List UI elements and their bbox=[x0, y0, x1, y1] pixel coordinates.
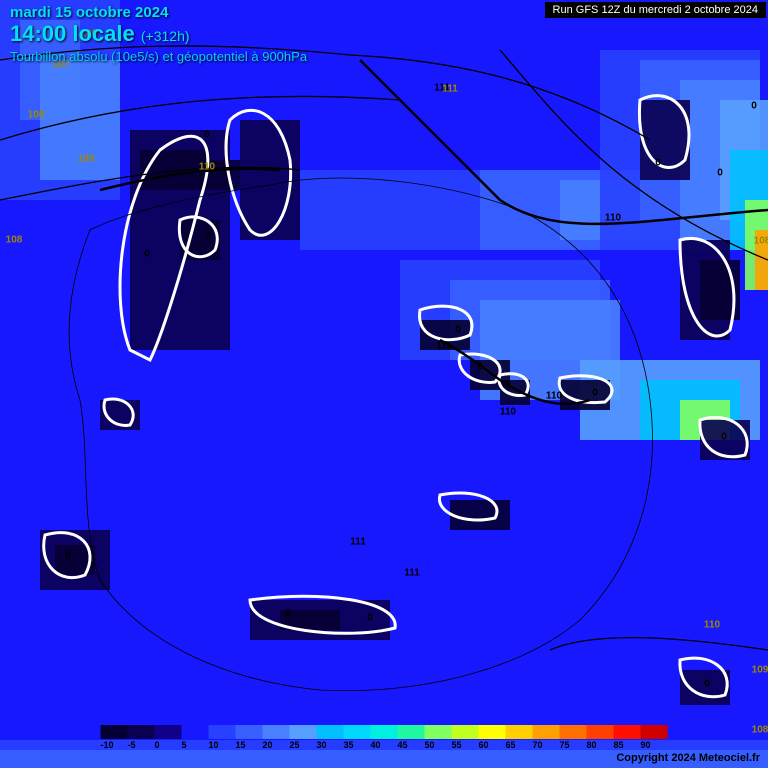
contour-label: 110 bbox=[605, 213, 621, 224]
geopotential-label: 108 bbox=[6, 235, 23, 246]
contour-label: 110 bbox=[500, 407, 516, 418]
contour-label: 111 bbox=[436, 341, 452, 352]
geopotential-label: 108 bbox=[754, 236, 768, 247]
colorbar-swatch bbox=[263, 725, 290, 739]
parameter-label: Tourbillon absolu (10e5/s) et géopotenti… bbox=[10, 49, 307, 64]
colorbar-swatch bbox=[425, 725, 452, 739]
colorbar-swatch bbox=[344, 725, 371, 739]
colorbar: -10-505101520253035404550556065707580859… bbox=[101, 725, 668, 750]
geopotential-label: 109 bbox=[78, 154, 95, 165]
colorbar-tick-label: 40 bbox=[371, 740, 398, 750]
forecast-date: mardi 15 octobre 2024 bbox=[10, 4, 307, 21]
colorbar-swatches bbox=[101, 725, 668, 739]
colorbar-tick-label: 60 bbox=[479, 740, 506, 750]
contour-label: 0 bbox=[717, 168, 723, 179]
contour-label: 0 bbox=[505, 380, 511, 391]
colorbar-swatch bbox=[506, 725, 533, 739]
colorbar-tick-label: -5 bbox=[128, 740, 155, 750]
contour-label: 0 bbox=[477, 362, 483, 373]
contour-label: 0 bbox=[144, 249, 150, 260]
contour-label: 0 bbox=[367, 613, 373, 624]
contour-label: 0 bbox=[721, 432, 727, 443]
contour-label: 0 bbox=[204, 130, 210, 141]
colorbar-swatch bbox=[182, 725, 209, 739]
map-field-svg bbox=[0, 0, 768, 768]
colorbar-tick-label: 25 bbox=[290, 740, 317, 750]
colorbar-swatch bbox=[533, 725, 560, 739]
contour-label: 0 bbox=[65, 551, 71, 562]
colorbar-tick-label: 80 bbox=[587, 740, 614, 750]
geopotential-label: 110 bbox=[199, 162, 215, 173]
colorbar-tick-label: 55 bbox=[452, 740, 479, 750]
contour-label: 0 bbox=[285, 609, 291, 620]
colorbar-labels: -10-505101520253035404550556065707580859… bbox=[101, 740, 668, 750]
contour-label: 0 bbox=[592, 388, 598, 399]
contour-label: 0 bbox=[205, 231, 211, 242]
colorbar-swatch bbox=[452, 725, 479, 739]
colorbar-swatch bbox=[317, 725, 344, 739]
colorbar-swatch bbox=[209, 725, 236, 739]
colorbar-tick-label: 50 bbox=[425, 740, 452, 750]
colorbar-tick-label: 45 bbox=[398, 740, 425, 750]
contour-label: 110 bbox=[546, 391, 562, 402]
geopotential-label: 109 bbox=[752, 665, 768, 676]
contour-label: 111 bbox=[404, 568, 420, 579]
colorbar-swatch bbox=[641, 725, 668, 739]
colorbar-tick-label: 85 bbox=[614, 740, 641, 750]
header-block: mardi 15 octobre 2024 14:00 locale (+312… bbox=[10, 4, 307, 64]
colorbar-swatch bbox=[479, 725, 506, 739]
contour-label: 0 bbox=[704, 679, 710, 690]
time-value: 14:00 locale bbox=[10, 21, 135, 46]
colorbar-tick-label: 30 bbox=[317, 740, 344, 750]
colorbar-tick-label: 20 bbox=[263, 740, 290, 750]
colorbar-tick-label: 70 bbox=[533, 740, 560, 750]
contour-label: 0 bbox=[655, 158, 661, 169]
colorbar-tick-label: 5 bbox=[182, 740, 209, 750]
colorbar-tick-label: 65 bbox=[506, 740, 533, 750]
colorbar-swatch bbox=[101, 725, 128, 739]
contour-label: 0 bbox=[751, 101, 757, 112]
weather-map: mardi 15 octobre 2024 14:00 locale (+312… bbox=[0, 0, 768, 768]
colorbar-swatch bbox=[155, 725, 182, 739]
colorbar-tick-label: -10 bbox=[101, 740, 128, 750]
colorbar-swatch bbox=[560, 725, 587, 739]
geopotential-label: 108 bbox=[28, 110, 45, 121]
forecast-time: 14:00 locale (+312h) bbox=[10, 21, 307, 47]
colorbar-swatch bbox=[128, 725, 155, 739]
geopotential-label: 111 bbox=[442, 84, 458, 95]
model-run-info: Run GFS 12Z du mercredi 2 octobre 2024 bbox=[545, 2, 766, 18]
colorbar-swatch bbox=[398, 725, 425, 739]
colorbar-swatch bbox=[236, 725, 263, 739]
colorbar-swatch bbox=[614, 725, 641, 739]
colorbar-swatch bbox=[587, 725, 614, 739]
colorbar-tick-label: 35 bbox=[344, 740, 371, 750]
colorbar-swatch bbox=[371, 725, 398, 739]
colorbar-tick-label: 90 bbox=[641, 740, 668, 750]
geopotential-label: 110 bbox=[704, 620, 720, 631]
contour-label: 0 bbox=[455, 325, 461, 336]
geopotential-label: 108 bbox=[752, 725, 768, 736]
contour-label: 111 bbox=[350, 537, 366, 548]
colorbar-tick-label: 0 bbox=[155, 740, 182, 750]
colorbar-tick-label: 75 bbox=[560, 740, 587, 750]
copyright-label: Copyright 2024 Meteociel.fr bbox=[616, 752, 760, 764]
colorbar-tick-label: 15 bbox=[236, 740, 263, 750]
colorbar-tick-label: 10 bbox=[209, 740, 236, 750]
hour-offset: (+312h) bbox=[141, 28, 190, 44]
colorbar-swatch bbox=[290, 725, 317, 739]
